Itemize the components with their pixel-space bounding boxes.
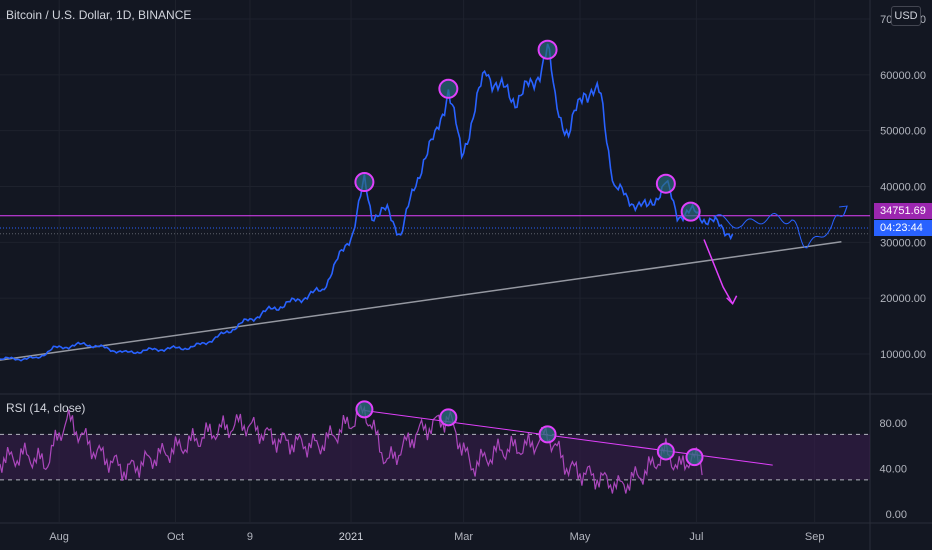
price-axis-tick: 40000.00 (880, 182, 926, 194)
price-line (0, 43, 734, 362)
rsi-peak-marker (355, 400, 374, 419)
last-price-tag: 34751.69 (874, 203, 932, 219)
bearish-arrow (703, 239, 734, 305)
time-axis-tick: May (570, 531, 591, 543)
projection-arrowhead (839, 205, 848, 215)
rsi-trendline (364, 410, 773, 466)
countdown-tag: 04:23:44 (874, 220, 932, 236)
time-axis-tick: Mar (454, 531, 473, 543)
rsi-peak-marker (439, 408, 458, 427)
bearish-arrowhead (726, 295, 738, 306)
price-axis-tick: 10000.00 (880, 349, 926, 361)
trendline (0, 241, 842, 361)
time-axis-tick: 2021 (339, 531, 363, 543)
price-peak-marker (537, 39, 558, 60)
price-axis-tick: 20000.00 (880, 293, 926, 305)
time-axis-tick: 9 (247, 531, 253, 543)
time-axis-tick: Jul (689, 531, 703, 543)
time-axis-tick: Oct (167, 531, 184, 543)
price-peak-marker (354, 172, 375, 193)
price-axis-tick: 60000.00 (880, 70, 926, 82)
price-peak-marker (655, 173, 676, 194)
chart-title: Bitcoin / U.S. Dollar, 1D, BINANCE (6, 8, 192, 22)
projection-path (713, 205, 848, 249)
rsi-axis-tick: 40.00 (879, 464, 907, 476)
price-peak-marker (438, 78, 459, 99)
rsi-axis-tick: 0.00 (886, 509, 907, 521)
rsi-label: RSI (14, close) (6, 401, 86, 415)
rsi-peak-marker (538, 425, 557, 444)
rsi-axis-tick: 80.00 (879, 418, 907, 430)
rsi-line (0, 404, 703, 494)
price-axis-tick: 30000.00 (880, 237, 926, 249)
time-axis-tick: Aug (49, 531, 69, 543)
price-peak-marker (680, 201, 701, 222)
currency-button[interactable]: USD (891, 6, 921, 26)
rsi-band-fill (0, 434, 870, 480)
price-axis-tick: 50000.00 (880, 126, 926, 138)
rsi-peak-marker (685, 448, 704, 467)
time-axis-tick: Sep (805, 531, 825, 543)
rsi-peak-marker (656, 442, 675, 461)
